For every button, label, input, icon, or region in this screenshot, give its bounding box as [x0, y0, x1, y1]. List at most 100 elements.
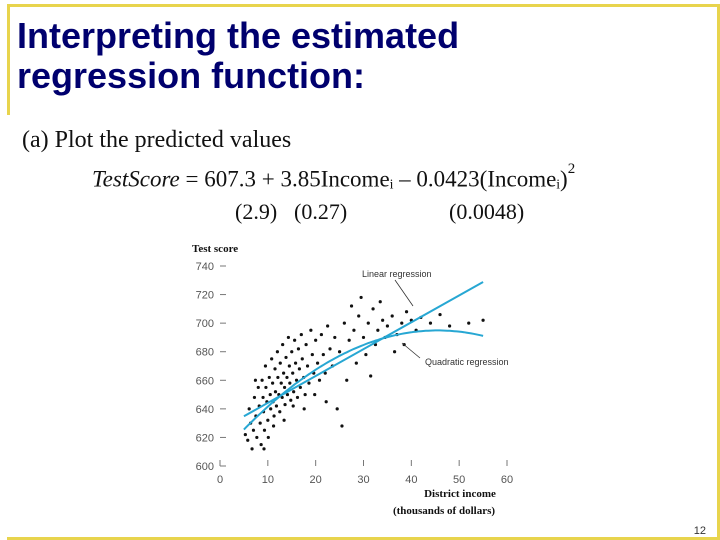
y-tick-label: 740 [196, 261, 214, 273]
page-number: 12 [693, 525, 706, 537]
linear-label-pointer [394, 279, 414, 307]
data-point [309, 328, 313, 332]
data-point [275, 350, 279, 354]
equation-text: = 607.3 + 3.85Incomeᵢ – 0.0423(Incomeᵢ) [179, 166, 568, 192]
se-income-squared: (0.0048) [449, 199, 525, 224]
data-point [323, 371, 327, 375]
data-point [263, 364, 268, 368]
data-point [315, 361, 320, 365]
data-point [268, 392, 272, 397]
regression-lines [243, 281, 484, 431]
data-point [278, 410, 282, 414]
data-point [280, 395, 284, 400]
data-point [288, 381, 292, 385]
slide-subtitle: (a) Plot the predicted values [22, 127, 292, 153]
data-point [255, 435, 259, 440]
data-point [293, 338, 297, 342]
data-point [342, 321, 346, 325]
data-point [305, 364, 310, 368]
data-point [326, 324, 330, 328]
data-point [262, 428, 267, 432]
frame-bottom-border [7, 537, 720, 540]
data-point [281, 342, 285, 347]
regression-equation: TestScore = 607.3 + 3.85Incomeᵢ – 0.0423… [92, 161, 575, 193]
y-tick-label: 620 [196, 432, 214, 444]
data-point [256, 385, 260, 390]
x-tick-label: 0 [217, 474, 223, 486]
data-point [345, 378, 349, 382]
data-point [269, 407, 273, 411]
data-point [324, 400, 328, 404]
data-point [357, 314, 361, 318]
data-point [250, 447, 254, 451]
data-point [286, 335, 291, 340]
x-tick-label: 50 [453, 474, 465, 486]
data-point [253, 378, 257, 382]
data-point [313, 392, 317, 397]
data-point [285, 375, 289, 380]
y-tick-label: 640 [196, 404, 214, 416]
data-point [310, 352, 314, 357]
data-point [303, 392, 307, 397]
data-point [369, 374, 373, 378]
data-point [279, 381, 283, 385]
data-point [392, 350, 397, 354]
data-point [300, 357, 304, 361]
data-point [294, 378, 299, 382]
data-point [354, 361, 358, 365]
data-point [291, 371, 295, 375]
data-point [287, 364, 291, 368]
equation-power: 2 [567, 161, 576, 177]
data-point [252, 395, 257, 400]
data-point [307, 381, 311, 385]
data-point [352, 328, 356, 332]
data-point [321, 352, 325, 357]
data-point [295, 395, 300, 400]
data-point [278, 361, 282, 365]
data-point [404, 310, 409, 314]
y-tick-label: 720 [196, 290, 214, 302]
se-income-coef: (0.27) [294, 199, 348, 224]
data-point [317, 378, 322, 382]
frame-top-border [7, 4, 720, 7]
x-tick-label: 60 [501, 474, 513, 486]
data-point [349, 304, 354, 308]
data-point [438, 312, 442, 317]
axis-labels: 600 620 640 660 680 700 720 740 0 10 20 30 40 50 60 [196, 261, 513, 486]
y-axis-title: Test score [192, 243, 238, 255]
data-point [298, 385, 302, 390]
linear-regression-label: Linear regression [362, 269, 432, 279]
data-point [267, 375, 271, 380]
y-tick-label: 700 [196, 318, 214, 330]
data-point [340, 424, 344, 428]
data-point [364, 352, 368, 357]
x-tick-label: 10 [262, 474, 274, 486]
data-point [282, 385, 287, 390]
data-points [243, 295, 485, 451]
data-point [282, 418, 286, 422]
data-point [276, 375, 280, 380]
data-point [390, 314, 394, 318]
data-point [260, 378, 264, 382]
data-point [299, 332, 303, 337]
data-point [347, 338, 351, 342]
data-point [371, 307, 375, 311]
y-tick-label: 680 [196, 347, 214, 359]
se-income: (2.9) [235, 199, 278, 224]
data-point [385, 324, 390, 328]
data-point [273, 390, 278, 394]
data-point [293, 361, 298, 365]
data-point [272, 414, 276, 418]
data-point [400, 321, 404, 325]
data-point [376, 328, 380, 332]
frame-left-border [7, 4, 10, 115]
data-point [261, 395, 265, 400]
x-tick-label: 30 [357, 474, 369, 486]
data-point [266, 435, 270, 440]
data-point [378, 300, 382, 304]
data-point [284, 355, 288, 360]
axis-ticks [219, 265, 508, 467]
data-point [335, 407, 339, 411]
data-point [297, 367, 302, 371]
